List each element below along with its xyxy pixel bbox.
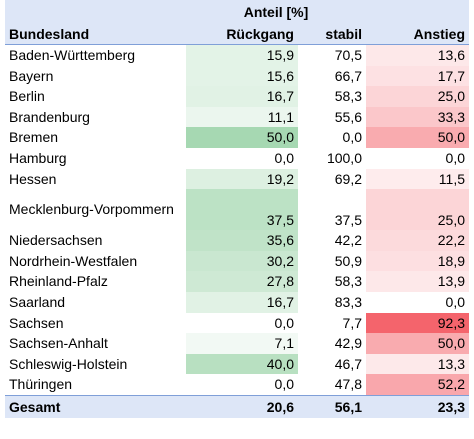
cell-stable: 58,3 <box>334 273 362 290</box>
cell-increase: 50,0 <box>366 127 469 148</box>
column-header-state: Bundesland <box>5 24 186 45</box>
cell-increase: 52,2 <box>366 374 469 396</box>
cell-state: Hessen <box>9 170 57 187</box>
cell-stable: 42,9 <box>334 335 362 352</box>
table-row: Bayern 15,6 66,7 17,7 <box>5 65 469 87</box>
cell-increase: 50,0 <box>366 333 469 354</box>
table-row: Hessen 19,2 69,2 11,5 <box>5 168 469 190</box>
cell-state: Baden-Württemberg <box>9 47 136 63</box>
total-decline: 20,6 <box>186 394 298 418</box>
cell-stable: 0,0 <box>342 129 362 146</box>
table-row: Niedersachsen 35,6 42,2 22,2 <box>5 230 469 251</box>
cell-increase: 17,7 <box>366 65 469 87</box>
cell-state: Thüringen <box>9 376 73 393</box>
cell-state: Sachsen <box>9 314 64 331</box>
cell-state: Sachsen-Anhalt <box>9 335 108 352</box>
cell-state: Mecklenburg-​Vorpommern <box>9 201 174 218</box>
column-header-stable: stabil <box>298 24 366 45</box>
table-row: Sachsen 0,0 7,7 92,3 <box>5 312 469 334</box>
cell-increase: 13,6 <box>366 44 469 66</box>
data-table: Anteil [%] Bundesland Rückgang stabil An… <box>5 0 469 418</box>
cell-decline: 0,0 <box>186 374 298 396</box>
column-header-decline: Rückgang <box>186 24 298 45</box>
total-row: Gesamt 20,6 56,1 23,3 <box>5 394 469 418</box>
cell-increase: 33,3 <box>366 106 469 128</box>
cell-increase: 13,3 <box>366 353 469 375</box>
cell-increase: 25,0 <box>366 86 469 107</box>
table-row: Schleswig-Holstein 40,0 46,7 13,3 <box>5 353 469 375</box>
cell-stable: 7,7 <box>342 314 362 331</box>
cell-decline: 40,0 <box>186 353 298 375</box>
cell-decline: 50,0 <box>186 127 298 148</box>
cell-decline: 16,7 <box>186 291 298 313</box>
cell-state: Niedersachsen <box>9 232 103 249</box>
cell-state: Berlin <box>9 88 45 105</box>
cell-stable: 46,7 <box>334 355 362 372</box>
table-row: Nordrhein-Westfalen 30,2 50,9 18,9 <box>5 250 469 272</box>
cell-state: Bremen <box>9 129 59 146</box>
cell-state: Schleswig-Holstein <box>9 355 128 372</box>
cell-state: Saarland <box>9 293 66 310</box>
table-row: Berlin 16,7 58,3 25,0 <box>5 86 469 107</box>
cell-state: Nordrhein-Westfalen <box>9 252 138 269</box>
cell-increase: 0,0 <box>366 147 469 169</box>
cell-state: Brandenburg <box>9 108 90 125</box>
table-row: Thüringen 0,0 47,8 52,2 <box>5 374 469 396</box>
table-body: Baden-Württemberg 15,9 70,5 13,6 Bayern 15,6 6… <box>5 44 469 396</box>
cell-increase: 18,9 <box>366 250 469 272</box>
cell-stable: 69,2 <box>334 170 362 187</box>
cell-stable: 66,7 <box>334 67 362 84</box>
cell-decline: 15,6 <box>186 65 298 87</box>
table-row: Sachsen-Anhalt 7,1 42,9 50,0 <box>5 333 469 354</box>
cell-decline: 27,8 <box>186 271 298 292</box>
table-row: Saarland 16,7 83,3 0,0 <box>5 291 469 313</box>
cell-increase: 13,9 <box>366 271 469 292</box>
cell-state: Bayern <box>9 67 54 84</box>
cell-stable: 55,6 <box>334 108 362 125</box>
table-row: Rheinland-Pfalz 27,8 58,3 13,9 <box>5 271 469 292</box>
table-row: Brandenburg 11,1 55,6 33,3 <box>5 106 469 128</box>
cell-decline: 11,1 <box>186 106 298 128</box>
cell-increase: 0,0 <box>366 291 469 313</box>
cell-stable: 42,2 <box>334 232 362 249</box>
table-row: Mecklenburg-​Vorpommern 37,5 37,5 25,0 <box>5 189 469 231</box>
cell-state: Hamburg <box>9 149 67 166</box>
cell-stable: 50,9 <box>334 252 362 269</box>
column-header-row: Bundesland Rückgang stabil Anstieg <box>5 24 469 45</box>
cell-decline: 19,2 <box>186 168 298 190</box>
cell-stable: 100,0 <box>326 149 362 166</box>
total-stable: 56,1 <box>298 394 366 418</box>
table-row: Bremen 50,0 0,0 50,0 <box>5 127 469 148</box>
cell-decline: 35,6 <box>186 230 298 251</box>
cell-state: Rheinland-Pfalz <box>9 273 108 290</box>
cell-decline: 0,0 <box>186 147 298 169</box>
cell-stable: 37,5 <box>334 211 362 228</box>
cell-decline: 16,7 <box>186 86 298 107</box>
total-label: Gesamt <box>5 394 186 418</box>
cell-decline: 0,0 <box>186 312 298 334</box>
cell-decline: 15,9 <box>186 44 298 66</box>
super-header-row: Anteil [%] <box>5 0 469 24</box>
cell-increase: 22,2 <box>366 230 469 251</box>
cell-decline: 30,2 <box>186 250 298 272</box>
cell-stable: 58,3 <box>334 88 362 105</box>
super-header-share: Anteil [%] <box>186 0 366 24</box>
column-header-increase: Anstieg <box>366 24 469 45</box>
cell-stable: 83,3 <box>334 293 362 310</box>
cell-decline: 7,1 <box>186 333 298 354</box>
cell-increase: 11,5 <box>366 168 469 190</box>
total-increase: 23,3 <box>366 394 469 418</box>
table-row: Baden-Württemberg 15,9 70,5 13,6 <box>5 44 469 66</box>
cell-decline: 37,5 <box>186 189 298 231</box>
cell-increase: 92,3 <box>366 312 469 334</box>
cell-stable: 70,5 <box>334 47 362 63</box>
table-row: Hamburg 0,0 100,0 0,0 <box>5 147 469 169</box>
cell-increase: 25,0 <box>366 189 469 231</box>
cell-stable: 47,8 <box>334 376 362 393</box>
